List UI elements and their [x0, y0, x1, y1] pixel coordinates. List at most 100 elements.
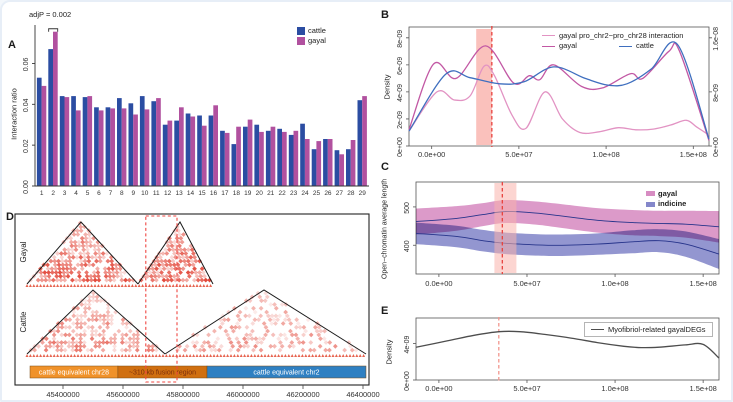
svg-text:27: 27 [336, 190, 344, 197]
indicine-swatch [646, 201, 655, 207]
svg-text:21: 21 [267, 190, 275, 197]
axis-ticks [413, 343, 704, 383]
gayal-swatch [297, 37, 305, 46]
svg-text:0.0e+00: 0.0e+00 [425, 279, 452, 288]
hic-row-gayal [25, 220, 214, 287]
svg-text:12: 12 [164, 190, 172, 197]
svg-text:3: 3 [63, 190, 67, 197]
svg-text:10: 10 [141, 190, 149, 197]
svg-text:1.5e+08: 1.5e+08 [689, 384, 716, 393]
legend-row-2: gayal cattle [542, 41, 683, 50]
svg-text:9: 9 [131, 190, 135, 197]
panel-c-legend: gayal indicine [646, 189, 686, 210]
panel-c-y-axis-label: Open−chromatin average length [381, 178, 389, 280]
panel-b: B Density 0.0e+00 5.0e+07 1.0e+08 1.5e+08 0e… [374, 2, 731, 162]
svg-text:6e-09: 6e-09 [397, 57, 404, 75]
segment-cattle-equivalent-chr2 [206, 365, 367, 379]
fusion-highlight-band [476, 29, 492, 145]
legend-item-gayal: gayal [646, 189, 686, 198]
svg-text:5.0e+07: 5.0e+07 [513, 279, 540, 288]
svg-text:29: 29 [359, 190, 367, 197]
svg-text:46400000: 46400000 [346, 390, 379, 399]
tad-triangle-outline [26, 221, 139, 285]
open-chromatin-ribbon-chart: 0.0e+00 5.0e+07 1.0e+08 1.5e+08 400 500 [404, 181, 720, 288]
svg-text:16: 16 [210, 190, 218, 197]
adjp-annotation: adjP = 0.002 [29, 10, 72, 19]
svg-text:8e-09: 8e-09 [397, 30, 404, 48]
svg-text:22: 22 [279, 190, 287, 197]
svg-text:0.06: 0.06 [23, 57, 30, 71]
svg-text:0.04: 0.04 [23, 98, 30, 112]
svg-text:4e-09: 4e-09 [397, 84, 404, 102]
density-curve-gayal [408, 42, 710, 141]
legend-label: cattle [308, 26, 326, 35]
degs-density-chart: 0.0e+00 5.0e+07 1.0e+08 1.5e+08 0e+00 4e-09 [404, 317, 720, 393]
svg-text:0.0e+00: 0.0e+00 [425, 384, 452, 393]
hic-row-label-cattle: Cattle [19, 311, 28, 333]
svg-text:19: 19 [244, 190, 252, 197]
svg-text:cattle equivalent chr28: cattle equivalent chr28 [39, 370, 109, 377]
svg-text:8e-09: 8e-09 [713, 84, 720, 102]
panel-e-legend: Myofibriol-related gayalDEGs [584, 322, 713, 338]
svg-text:400: 400 [404, 240, 411, 252]
svg-text:1.5e+08: 1.5e+08 [680, 150, 707, 159]
interaction-density-chart: 0.0e+00 5.0e+07 1.0e+08 1.5e+08 0e+00 2e-09 4e… [397, 26, 720, 159]
svg-text:0e+00: 0e+00 [397, 137, 404, 157]
significance-bracket [48, 28, 59, 32]
svg-text:1.5e+08: 1.5e+08 [689, 279, 716, 288]
svg-text:25: 25 [313, 190, 321, 197]
svg-text:18: 18 [233, 190, 241, 197]
panel-box [14, 213, 370, 386]
svg-text:2: 2 [51, 190, 55, 197]
degs-line-swatch [591, 329, 604, 331]
svg-text:1.0e+08: 1.0e+08 [601, 279, 628, 288]
panel-c: C Open−chromatin average length 0.0e+00 5… [374, 161, 731, 296]
gayal-swatch [646, 191, 655, 197]
tad-triangle-outline [26, 289, 166, 355]
svg-text:0.02: 0.02 [23, 139, 30, 153]
panel-a: A adjP = 0.002 Interaction ratio 0.00 0.0… [2, 2, 374, 200]
legend-item-cattle: cattle [297, 26, 326, 35]
panel-b-legend: gayal pro_chr2−pro_chr28 interaction gay… [542, 31, 683, 52]
density-curve-cattle [408, 41, 710, 140]
legend-label: gayal [308, 36, 326, 46]
panel-c-label: C [381, 161, 389, 173]
svg-text:0.0e+00: 0.0e+00 [418, 150, 445, 159]
plot-box [415, 317, 720, 381]
svg-text:46200000: 46200000 [286, 390, 319, 399]
legend-label: gayal [658, 189, 678, 198]
svg-text:5.0e+07: 5.0e+07 [505, 150, 532, 159]
svg-text:1.0e+08: 1.0e+08 [601, 384, 628, 393]
hic-contact-map: cattle equivalent chr28 ~310 kb fusion re… [14, 213, 380, 399]
bars-group [36, 31, 367, 187]
legend-item-degs: Myofibriol-related gayalDEGs [591, 325, 706, 334]
plot-box [408, 26, 710, 147]
interaction-ratio-bar-chart: 0.000.020.040.061 2 3 4 5 6 7 8 9 10 11 12 13 14 15 16 1… [23, 25, 369, 197]
legend-item-cattle: cattle [618, 41, 654, 51]
x-axis [62, 385, 364, 389]
svg-text:7: 7 [109, 190, 113, 197]
density-curve-Myofibriol-related [415, 330, 720, 359]
legend-label: gayal [559, 41, 577, 51]
ribbon-indicine [416, 222, 719, 269]
panel-e-label: E [381, 305, 389, 317]
legend-item-gayal: gayal [542, 41, 577, 50]
panel-b-label: B [381, 9, 389, 21]
chromosome-segment-bar: cattle equivalent chr28 ~310 kb fusion re… [29, 365, 367, 379]
svg-text:13: 13 [175, 190, 183, 197]
hic-row-label-gayal: Gayal [19, 241, 28, 263]
hic-row-cattle [25, 289, 367, 357]
axis-ticks [406, 37, 712, 149]
legend-label: cattle [635, 41, 654, 51]
legend-label: indicine [658, 199, 687, 209]
svg-text:11: 11 [153, 190, 160, 197]
fusion-highlight-band [494, 183, 517, 273]
tad-triangle-outline [164, 289, 367, 355]
y-axis [32, 25, 369, 187]
svg-text:26: 26 [324, 190, 332, 197]
gayal-line-swatch [542, 45, 555, 47]
svg-text:0.00: 0.00 [23, 180, 30, 194]
svg-text:4: 4 [74, 190, 78, 197]
svg-text:45600000: 45600000 [106, 390, 139, 399]
